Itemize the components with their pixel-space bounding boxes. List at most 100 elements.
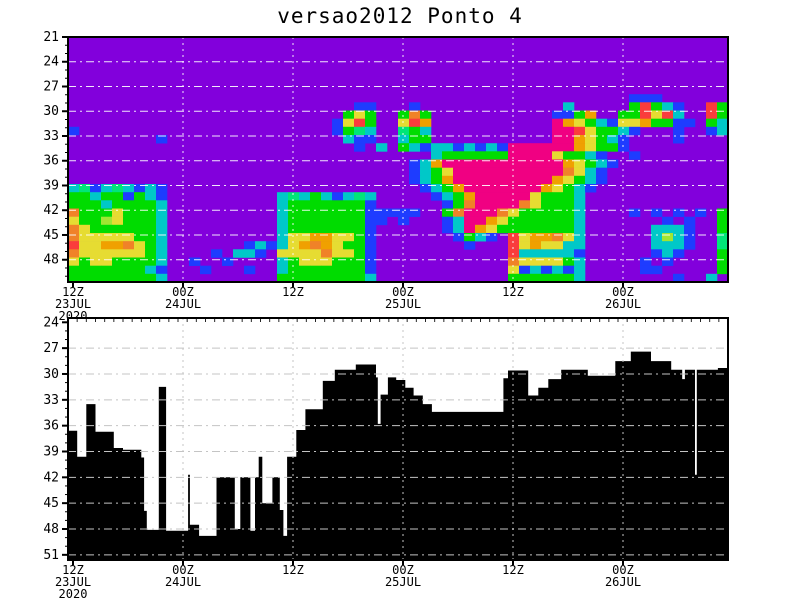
heatmap-cell (354, 208, 366, 217)
heatmap-cell (90, 208, 102, 217)
heatmap-cell (68, 265, 80, 275)
heatmap-cell (486, 159, 498, 168)
heatmap-cell (673, 249, 685, 258)
heatmap-cell (420, 184, 432, 193)
heatmap-cell (486, 143, 498, 152)
heatmap-cell (310, 200, 322, 209)
heatmap-cell (508, 249, 520, 258)
heatmap-cell (299, 265, 311, 275)
heatmap-cell (464, 151, 476, 160)
heatmap-cell (563, 200, 575, 209)
y-tick-label: 30 (43, 367, 59, 382)
heatmap-cell (508, 265, 520, 275)
heatmap-cell (420, 143, 432, 152)
heatmap-cell (508, 216, 520, 226)
heatmap-cell (464, 159, 476, 168)
heatmap-cell (288, 192, 300, 201)
heatmap-cell (376, 208, 388, 217)
heatmap-cell (90, 184, 102, 193)
heatmap-cell (134, 192, 146, 201)
heatmap-cell (453, 143, 465, 152)
heatmap-cell (508, 273, 520, 283)
heatmap-cell (123, 273, 135, 283)
heatmap-cell (717, 249, 729, 258)
x-tick-label: 23JUL (55, 575, 91, 589)
heatmap-cell (541, 241, 553, 250)
heatmap-cell (629, 126, 641, 136)
heatmap-cell (112, 192, 124, 201)
heatmap-cell (90, 233, 102, 242)
heatmap-cell (376, 143, 388, 152)
heatmap-cell (365, 192, 377, 201)
heatmap-cell (541, 249, 553, 258)
heatmap-cell (695, 208, 707, 217)
y-tick-label: 21 (43, 30, 59, 45)
heatmap-cell (145, 233, 157, 242)
top-panel-border (67, 36, 729, 283)
heatmap-cell (717, 126, 729, 136)
heatmap-cell (145, 265, 157, 275)
heatmap-cell (530, 265, 542, 275)
x-tick-label: 25JUL (385, 575, 421, 589)
heatmap-cell (354, 200, 366, 209)
heatmap-cell (123, 216, 135, 226)
heatmap-cell (332, 126, 344, 136)
heatmap-cell (420, 175, 432, 185)
heatmap-cell (79, 208, 91, 217)
heatmap-cell (530, 224, 542, 234)
heatmap-cell (343, 273, 355, 283)
heatmap-cell (68, 273, 80, 283)
heatmap-cell (442, 184, 454, 193)
heatmap-cell (299, 233, 311, 242)
heatmap-cell (442, 200, 454, 209)
heatmap-cell (563, 184, 575, 193)
heatmap-cell (618, 110, 630, 119)
y-tick-label: 45 (43, 496, 59, 511)
heatmap-cell (640, 110, 652, 119)
heatmap-cell (618, 135, 630, 144)
heatmap-cell (585, 135, 597, 144)
heatmap-cell (409, 159, 421, 168)
heatmap-cell (79, 216, 91, 226)
heatmap-cell (354, 224, 366, 234)
area-silhouette (68, 351, 728, 560)
heatmap-cell (343, 249, 355, 258)
heatmap-cell (398, 216, 410, 226)
chart-title: versao2012 Ponto 4 (277, 4, 523, 28)
heatmap-cell (640, 265, 652, 275)
y-tick-label: 27 (43, 341, 59, 356)
heatmap-cell (453, 167, 465, 177)
heatmap-cell (123, 224, 135, 234)
heatmap-cell (123, 200, 135, 209)
heatmap-cell (332, 118, 344, 128)
heatmap-cell (475, 200, 487, 209)
heatmap-cell (332, 233, 344, 242)
heatmap-cell (541, 143, 553, 152)
heatmap-cell (101, 224, 113, 234)
heatmap-cell (574, 249, 586, 258)
heatmap-cell (497, 167, 509, 177)
heatmap-cell (574, 143, 586, 152)
heatmap-cell (629, 102, 641, 111)
y-tick-label: 36 (43, 419, 59, 434)
heatmap-cell (519, 233, 531, 242)
heatmap-cell (706, 110, 718, 119)
heatmap-cell (530, 257, 542, 266)
heatmap-cell (321, 241, 333, 250)
heatmap-cell (343, 241, 355, 250)
heatmap-cell (508, 159, 520, 168)
x-tick-label: 24JUL (165, 575, 201, 589)
heatmap-cell (552, 224, 564, 234)
heatmap-cell (112, 224, 124, 234)
heatmap-cell (508, 192, 520, 201)
heatmap-cell (475, 175, 487, 185)
heatmap-cell (541, 200, 553, 209)
heatmap-cell (475, 184, 487, 193)
heatmap-cell (112, 184, 124, 193)
heatmap-cell (310, 216, 322, 226)
heatmap-cell (530, 143, 542, 152)
heatmap-cell (508, 200, 520, 209)
heatmap-cells (68, 94, 729, 283)
heatmap-cell (354, 143, 366, 152)
heatmap-cell (420, 159, 432, 168)
